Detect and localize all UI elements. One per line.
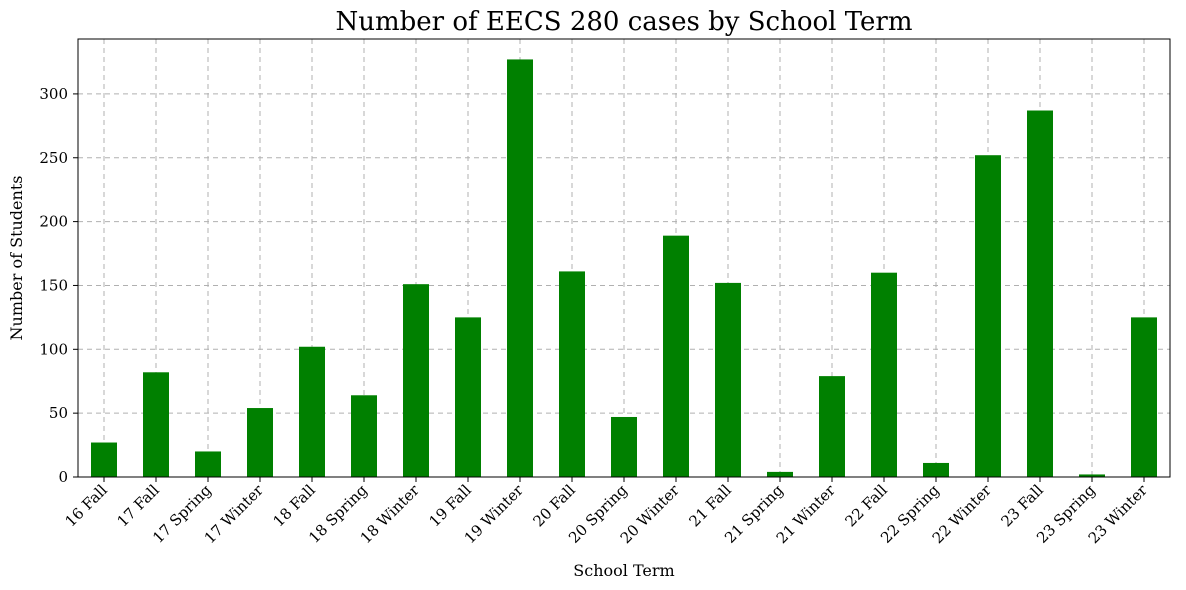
- bar: [403, 284, 429, 477]
- bar: [663, 235, 689, 477]
- bar: [455, 317, 481, 477]
- bar: [143, 372, 169, 477]
- x-tick-label: 17 Fall: [113, 481, 162, 530]
- bar: [1079, 474, 1105, 477]
- bar: [611, 416, 637, 477]
- bar: [507, 59, 533, 477]
- y-axis-label: Number of Students: [7, 176, 26, 341]
- x-tick-label: 16 Fall: [61, 481, 110, 530]
- bars: [91, 59, 1157, 478]
- bar: [715, 282, 741, 477]
- bar: [871, 272, 897, 477]
- bar: [1131, 317, 1157, 477]
- bar: [819, 376, 845, 477]
- y-tick-label: 0: [58, 468, 68, 486]
- bar: [923, 462, 949, 477]
- x-tick-label: 20 Fall: [529, 481, 578, 530]
- x-tick-label: 19 Fall: [425, 481, 474, 530]
- y-tick-label: 100: [39, 340, 68, 358]
- bar: [351, 395, 377, 477]
- x-tick-label: 21 Fall: [685, 481, 734, 530]
- chart-title: Number of EECS 280 cases by School Term: [335, 7, 912, 37]
- y-tick-label: 50: [49, 404, 68, 422]
- bar: [559, 271, 585, 477]
- bar: [299, 346, 325, 477]
- bar: [247, 408, 273, 477]
- y-tick-label: 150: [39, 276, 68, 294]
- bar: [91, 442, 117, 477]
- x-tick-label: 22 Fall: [841, 481, 890, 530]
- y-tick-label: 250: [39, 149, 68, 167]
- x-tick-label: 23 Fall: [997, 481, 1046, 530]
- bar: [1027, 110, 1053, 478]
- x-axis-label: School Term: [573, 561, 674, 580]
- bar: [195, 451, 221, 477]
- bar: [767, 471, 793, 477]
- x-tick-label: 18 Fall: [269, 481, 318, 530]
- grid-lines: [78, 39, 1170, 478]
- bar: [975, 155, 1001, 477]
- y-tick-label: 300: [39, 85, 68, 103]
- y-tick-label: 200: [39, 213, 68, 231]
